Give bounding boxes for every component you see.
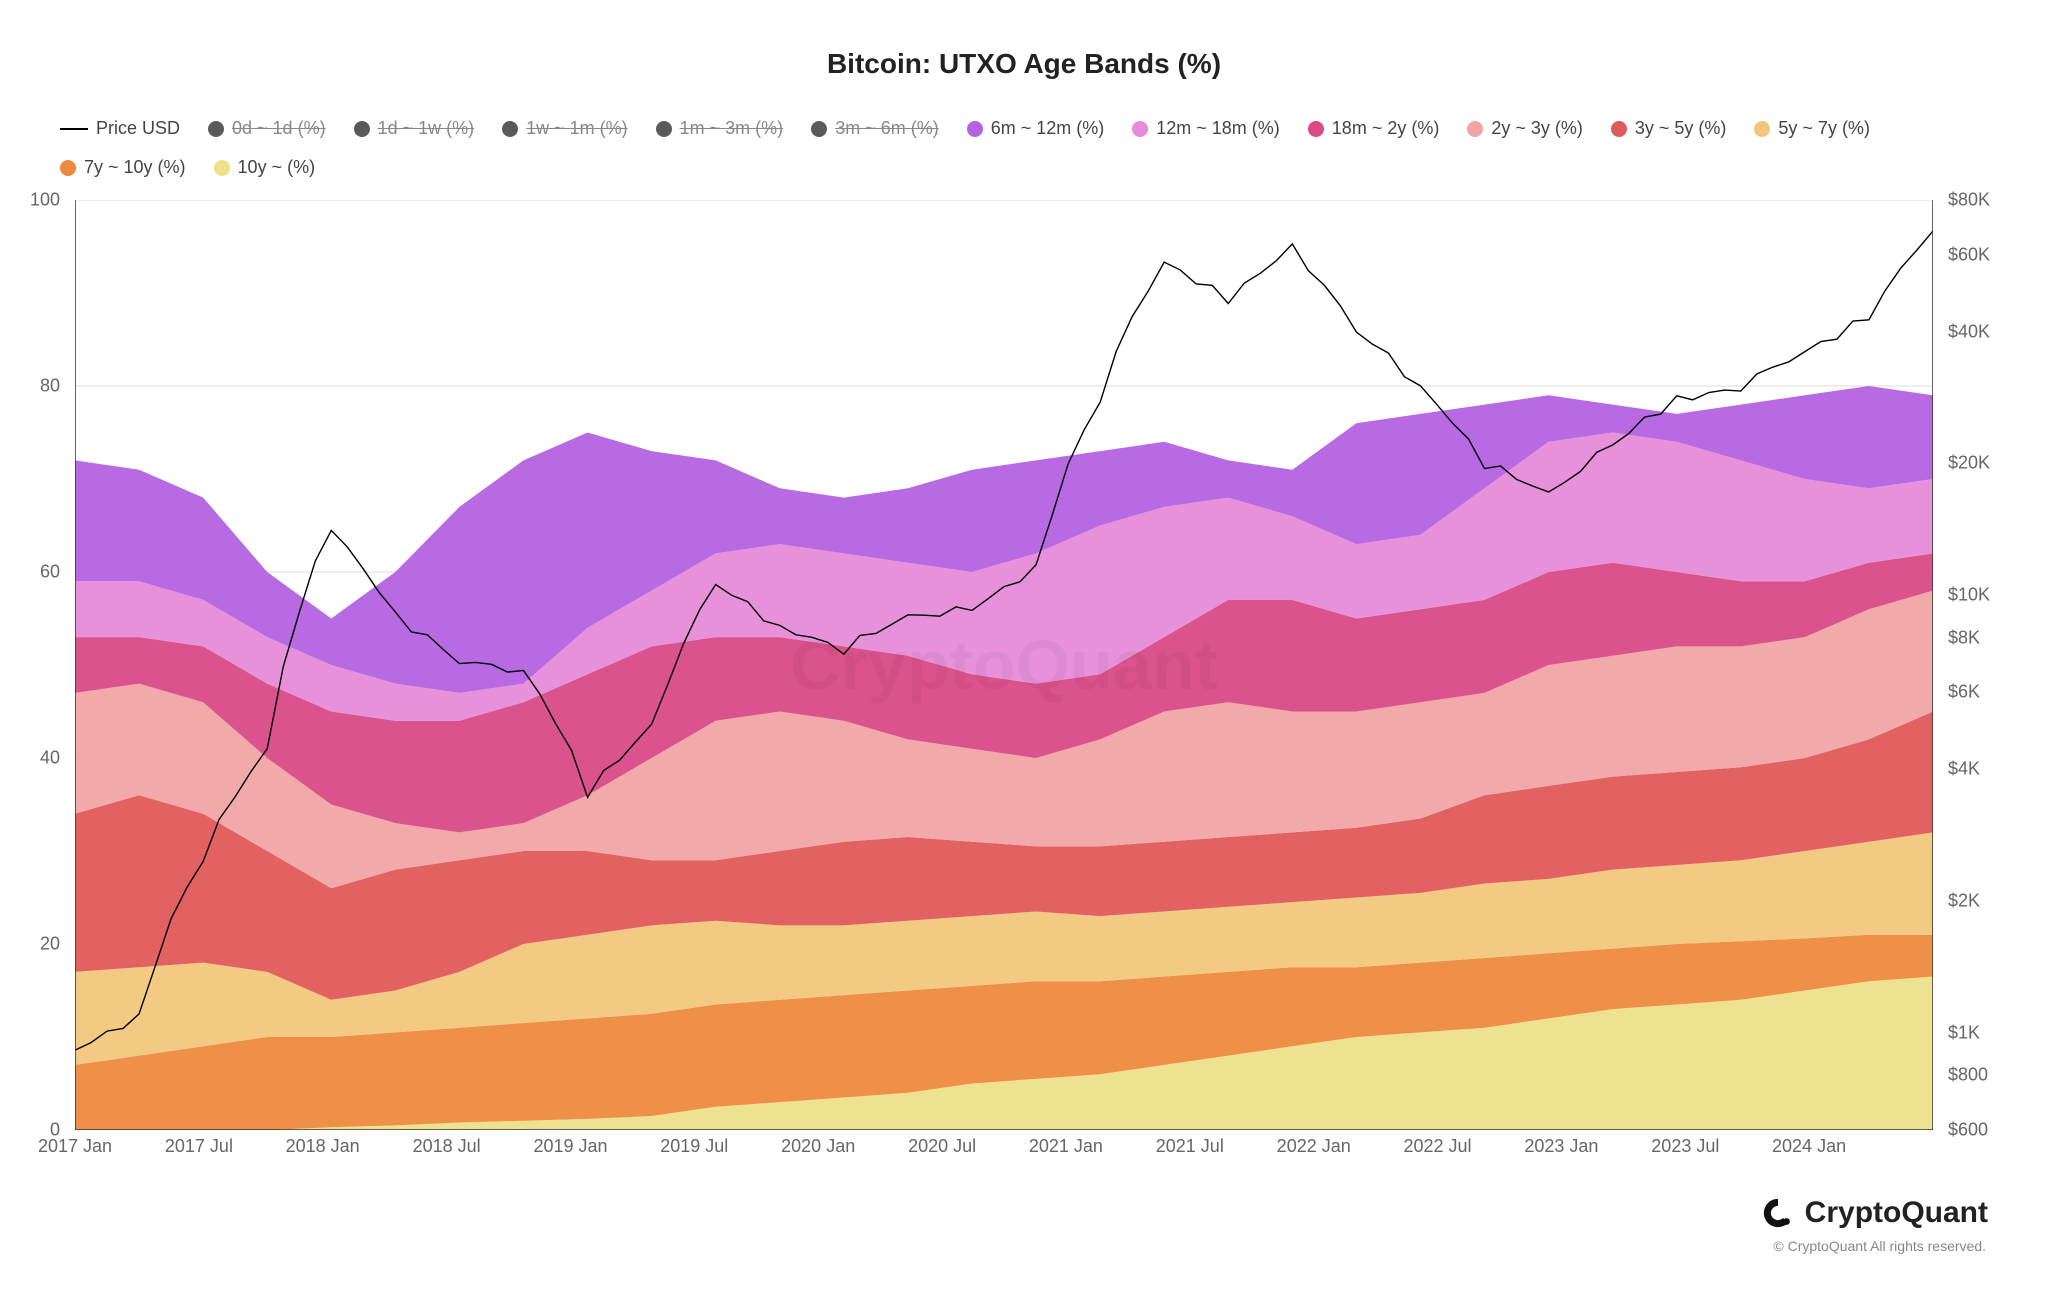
legend-dot-marker	[354, 121, 370, 137]
legend-dot-marker	[656, 121, 672, 137]
y-right-tick: $60K	[1948, 244, 1990, 265]
x-tick: 2017 Jul	[165, 1136, 233, 1157]
legend-label: Price USD	[96, 118, 180, 139]
legend-label: 5y ~ 7y (%)	[1778, 118, 1870, 139]
legend-label: 6m ~ 12m (%)	[991, 118, 1105, 139]
y-right-tick: $20K	[1948, 453, 1990, 474]
legend-dot-marker	[1308, 121, 1324, 137]
x-tick: 2023 Jan	[1524, 1136, 1598, 1157]
legend-item[interactable]: 5y ~ 7y (%)	[1754, 118, 1870, 139]
y-axis-right: $600$800$1K$2K$4K$6K$8K$10K$20K$40K$60K$…	[1938, 200, 2048, 1130]
y-right-tick: $40K	[1948, 321, 1990, 342]
legend-label: 1m ~ 3m (%)	[680, 118, 784, 139]
legend-dot-marker	[967, 121, 983, 137]
brand-logo: CryptoQuant	[1761, 1196, 1988, 1230]
y-right-tick: $8K	[1948, 627, 1980, 648]
legend-item[interactable]: 18m ~ 2y (%)	[1308, 118, 1440, 139]
y-right-tick: $80K	[1948, 190, 1990, 211]
chart-container: Bitcoin: UTXO Age Bands (%) Price USD 0d …	[0, 0, 2048, 1290]
legend-label: 1d ~ 1w (%)	[378, 118, 475, 139]
legend-item[interactable]: 7y ~ 10y (%)	[60, 157, 186, 178]
x-tick: 2021 Jul	[1156, 1136, 1224, 1157]
x-axis: 2017 Jan2017 Jul2018 Jan2018 Jul2019 Jan…	[75, 1136, 1933, 1162]
x-tick: 2021 Jan	[1029, 1136, 1103, 1157]
legend-label: 3y ~ 5y (%)	[1635, 118, 1727, 139]
x-tick: 2019 Jul	[660, 1136, 728, 1157]
legend-dot-marker	[1467, 121, 1483, 137]
legend-item[interactable]: 10y ~ (%)	[214, 157, 316, 178]
y-right-tick: $4K	[1948, 759, 1980, 780]
x-tick: 2019 Jan	[533, 1136, 607, 1157]
y-axis-left: 020406080100	[0, 200, 70, 1130]
x-tick: 2022 Jan	[1277, 1136, 1351, 1157]
legend-item[interactable]: 1w ~ 1m (%)	[502, 118, 628, 139]
legend-item[interactable]: 2y ~ 3y (%)	[1467, 118, 1583, 139]
legend-label: 12m ~ 18m (%)	[1156, 118, 1280, 139]
x-tick: 2017 Jan	[38, 1136, 112, 1157]
legend-label: 2y ~ 3y (%)	[1491, 118, 1583, 139]
legend-dot-marker	[1132, 121, 1148, 137]
x-tick: 2022 Jul	[1403, 1136, 1471, 1157]
x-tick: 2018 Jul	[413, 1136, 481, 1157]
legend-label: 10y ~ (%)	[238, 157, 316, 178]
legend-item[interactable]: Price USD	[60, 118, 180, 139]
y-right-tick: $6K	[1948, 682, 1980, 703]
x-tick: 2020 Jul	[908, 1136, 976, 1157]
x-tick: 2023 Jul	[1651, 1136, 1719, 1157]
y-left-tick: 40	[40, 748, 60, 769]
legend-item[interactable]: 3y ~ 5y (%)	[1611, 118, 1727, 139]
y-left-tick: 20	[40, 934, 60, 955]
brand-text: CryptoQuant	[1805, 1196, 1988, 1230]
y-left-tick: 80	[40, 376, 60, 397]
x-tick: 2024 Jan	[1772, 1136, 1846, 1157]
y-right-tick: $2K	[1948, 891, 1980, 912]
chart-title: Bitcoin: UTXO Age Bands (%)	[0, 48, 2048, 80]
legend-dot-marker	[811, 121, 827, 137]
legend-item[interactable]: 0d ~ 1d (%)	[208, 118, 326, 139]
y-right-tick: $600	[1948, 1120, 1988, 1141]
y-left-tick: 60	[40, 562, 60, 583]
y-left-tick: 100	[30, 190, 60, 211]
legend-item[interactable]: 12m ~ 18m (%)	[1132, 118, 1280, 139]
legend-dot-marker	[502, 121, 518, 137]
legend-item[interactable]: 6m ~ 12m (%)	[967, 118, 1105, 139]
legend-dot-marker	[60, 160, 76, 176]
legend-dot-marker	[208, 121, 224, 137]
legend-line-marker	[60, 128, 88, 130]
x-tick: 2018 Jan	[286, 1136, 360, 1157]
legend-label: 3m ~ 6m (%)	[835, 118, 939, 139]
legend-item[interactable]: 1d ~ 1w (%)	[354, 118, 475, 139]
legend-dot-marker	[214, 160, 230, 176]
x-tick: 2020 Jan	[781, 1136, 855, 1157]
plot-svg	[75, 200, 1933, 1130]
y-right-tick: $800	[1948, 1065, 1988, 1086]
legend-dot-marker	[1754, 121, 1770, 137]
legend-label: 1w ~ 1m (%)	[526, 118, 628, 139]
legend-label: 0d ~ 1d (%)	[232, 118, 326, 139]
plot-area: CryptoQuant	[75, 200, 1933, 1130]
copyright: © CryptoQuant All rights reserved.	[1773, 1238, 1986, 1254]
legend: Price USD 0d ~ 1d (%) 1d ~ 1w (%) 1w ~ 1m (…	[60, 118, 1988, 178]
legend-dot-marker	[1611, 121, 1627, 137]
legend-item[interactable]: 1m ~ 3m (%)	[656, 118, 784, 139]
brand-icon	[1761, 1196, 1795, 1230]
legend-label: 18m ~ 2y (%)	[1332, 118, 1440, 139]
legend-label: 7y ~ 10y (%)	[84, 157, 186, 178]
legend-item[interactable]: 3m ~ 6m (%)	[811, 118, 939, 139]
y-right-tick: $10K	[1948, 585, 1990, 606]
y-right-tick: $1K	[1948, 1022, 1980, 1043]
